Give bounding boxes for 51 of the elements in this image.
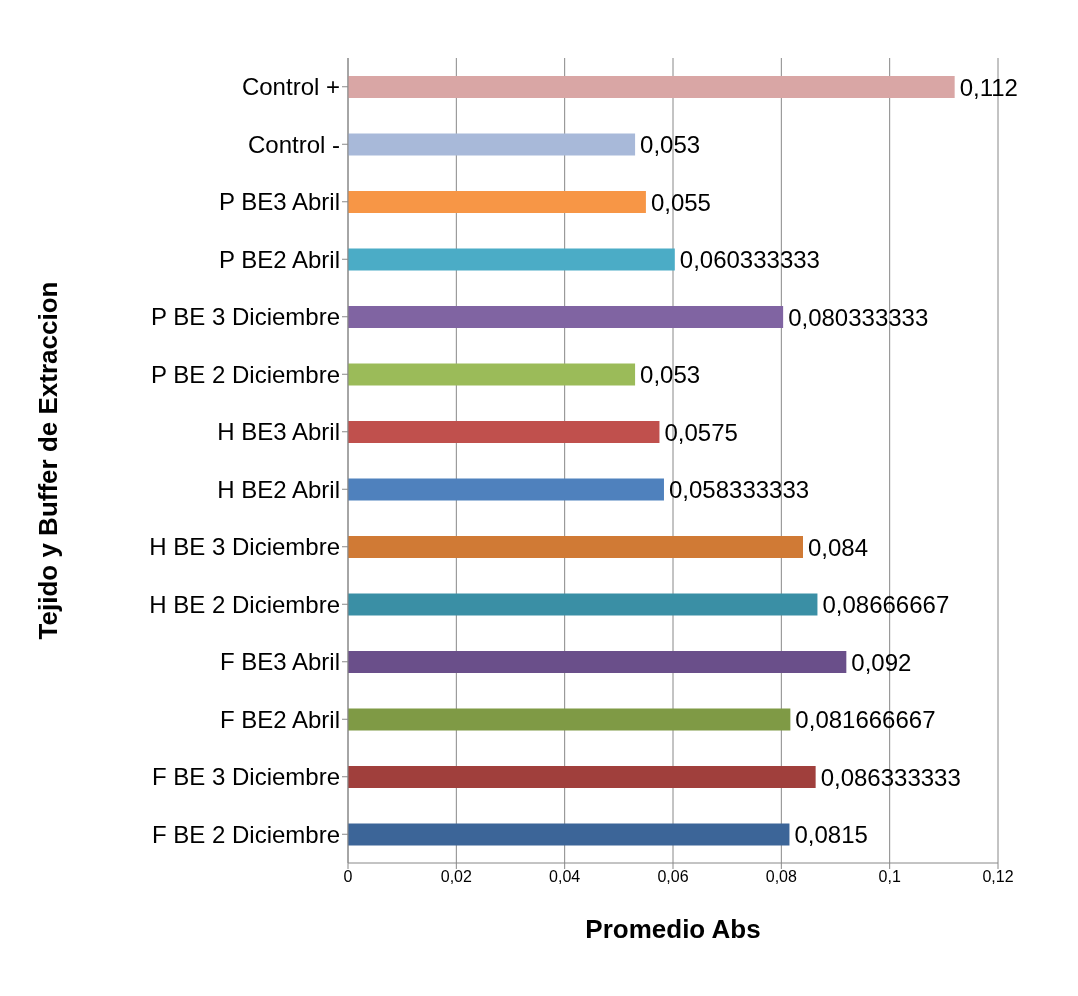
- y-tick-label: H BE 2 Diciembre: [149, 590, 340, 618]
- data-label: 0,08666667: [822, 591, 950, 619]
- bar: [348, 766, 816, 788]
- bar: [348, 191, 646, 213]
- x-tick-label: 0,04: [549, 868, 581, 886]
- data-label: 0,053: [640, 131, 701, 159]
- x-tick-label: 0,02: [440, 868, 473, 886]
- bar: [348, 133, 636, 156]
- bar: [348, 306, 784, 328]
- bar: [348, 651, 847, 673]
- y-tick-label: F BE2 Abril: [219, 705, 340, 733]
- x-tick-label: 0,06: [657, 868, 689, 886]
- y-tick-label: Control +: [241, 73, 340, 101]
- data-label: 0,080333333: [788, 303, 929, 331]
- y-tick-label: P BE 2 Diciembre: [151, 360, 340, 388]
- data-label: 0,055: [650, 188, 711, 216]
- y-tick-label: Control -: [247, 130, 340, 158]
- data-label: 0,081666667: [795, 706, 936, 734]
- bar: [348, 823, 790, 846]
- y-tick-label: H BE2 Abril: [217, 475, 340, 503]
- bar: [348, 363, 636, 386]
- data-label: 0,060333333: [679, 246, 820, 274]
- bar: [348, 248, 675, 271]
- y-tick-label: P BE3 Abril: [219, 188, 340, 216]
- bar: [348, 478, 664, 501]
- bar: [348, 593, 818, 616]
- bar: [348, 421, 660, 443]
- x-tick-label: 0: [343, 868, 353, 886]
- bar: [348, 536, 803, 558]
- data-label: 0,086333333: [820, 763, 961, 791]
- y-tick-label: H BE 3 Diciembre: [149, 533, 340, 561]
- y-tick-label: H BE3 Abril: [217, 418, 340, 446]
- data-label: 0,0575: [664, 418, 738, 446]
- data-label: 0,084: [808, 533, 869, 561]
- x-tick-label: 0,1: [878, 868, 901, 886]
- y-tick-label: P BE 3 Diciembre: [151, 303, 340, 331]
- y-tick-label: F BE3 Abril: [219, 648, 340, 676]
- bar: [348, 708, 791, 731]
- data-label: 0,092: [851, 648, 912, 676]
- x-axis-title: Promedio Abs: [585, 914, 761, 944]
- x-tick-label: 0,08: [765, 868, 798, 886]
- data-label: 0,058333333: [668, 476, 810, 504]
- y-tick-label: P BE2 Abril: [219, 245, 340, 273]
- data-label: 0,112: [959, 73, 1018, 101]
- data-label: 0,0815: [794, 821, 868, 849]
- y-tick-label: F BE 3 Diciembre: [151, 763, 340, 791]
- x-tick-label: 0,12: [982, 868, 1014, 886]
- y-axis-title: Tejido y Buffer de Extraccion: [33, 281, 64, 640]
- y-tick-label: F BE 2 Diciembre: [151, 820, 340, 848]
- data-label: 0,053: [640, 361, 701, 389]
- bar: [348, 76, 955, 98]
